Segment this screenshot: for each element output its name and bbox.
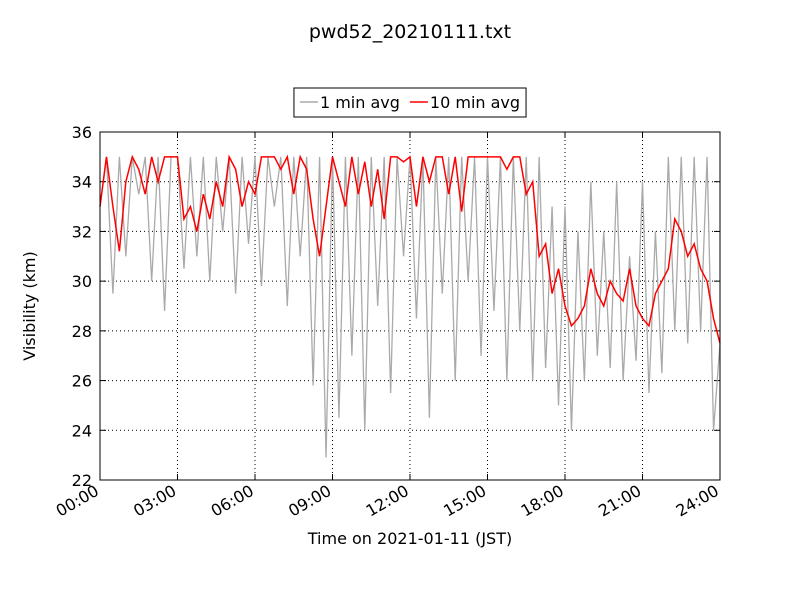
y-tick-label: 34 bbox=[72, 173, 92, 192]
chart-title: pwd52_20210111.txt bbox=[309, 21, 511, 43]
y-tick-label: 24 bbox=[72, 421, 92, 440]
y-tick-label: 26 bbox=[72, 372, 92, 391]
y-axis-label: Visibility (km) bbox=[20, 251, 39, 360]
y-tick-label: 30 bbox=[72, 272, 92, 291]
plot-frame bbox=[99, 131, 721, 481]
line-series bbox=[99, 154, 721, 344]
y-tick-label: 22 bbox=[72, 471, 92, 490]
legend: 1 min avg 10 min avg bbox=[293, 87, 527, 118]
y-tick-label: 32 bbox=[72, 222, 92, 241]
x-axis-label: Time on 2021-01-11 (JST) bbox=[307, 529, 512, 548]
y-tick-label: 36 bbox=[72, 123, 92, 142]
legend-label: 10 min avg bbox=[430, 93, 520, 112]
legend-label: 1 min avg bbox=[320, 93, 400, 112]
y-tick-label: 28 bbox=[72, 322, 92, 341]
